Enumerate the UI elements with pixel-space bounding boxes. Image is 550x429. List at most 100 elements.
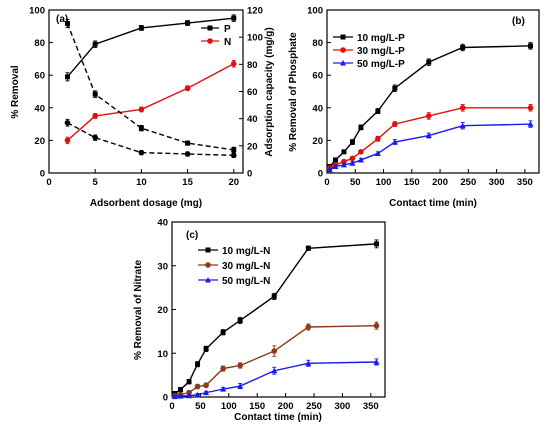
panel-a-legend: P N bbox=[201, 24, 231, 48]
x-tick-label: 0 bbox=[46, 177, 51, 188]
y-tick-label: 40 bbox=[312, 103, 323, 114]
panel-a-y-title: % Removal bbox=[10, 65, 21, 119]
y-tick-label: 40 bbox=[34, 103, 45, 114]
data-point-30-mg-l-p bbox=[459, 105, 466, 111]
y-tick-label: 80 bbox=[34, 38, 45, 49]
series-line-series-3 bbox=[66, 23, 234, 151]
y2-tick-label: 80 bbox=[247, 60, 258, 71]
panel-a-x-title: Adsorbent dosage (mg) bbox=[90, 198, 202, 209]
data-point-10-mg-l-p bbox=[392, 85, 398, 91]
data-point-50-mg-l-p bbox=[391, 139, 398, 145]
data-point-30-mg-l-n bbox=[186, 389, 192, 396]
data-point-10-mg-l-n bbox=[271, 293, 277, 299]
x-tick-label: 50 bbox=[350, 177, 361, 188]
legend-label-50n: 50 mg/L-N bbox=[222, 276, 270, 287]
data-point-50-mg-l-p bbox=[357, 156, 364, 163]
data-point-30-mg-l-p bbox=[375, 135, 381, 142]
data-point-10-mg-l-n bbox=[220, 329, 226, 335]
x-tick-label: 20 bbox=[228, 177, 239, 188]
data-point-50-mg-l-n bbox=[177, 393, 184, 399]
legend-label-50p: 50 mg/L-P bbox=[357, 59, 405, 70]
legend-marker-30p bbox=[340, 47, 346, 53]
data-point-series-3 bbox=[185, 140, 191, 146]
data-point-30-mg-l-n bbox=[305, 324, 312, 330]
panel-a-x-axis: 0 5 10 15 20 bbox=[46, 169, 239, 188]
data-point-50-mg-l-p bbox=[326, 166, 333, 173]
panel-a-label: (a) bbox=[56, 14, 68, 25]
y-tick-label: 100 bbox=[29, 6, 45, 17]
series-line-10-mg-l-n bbox=[174, 243, 377, 395]
data-point-30-mg-l-p bbox=[527, 105, 534, 111]
data-point-p bbox=[231, 15, 237, 21]
y-tick-label: 100 bbox=[307, 6, 323, 17]
data-point-10-mg-l-p bbox=[341, 149, 347, 155]
data-point-series-3 bbox=[92, 91, 98, 97]
legend-label-10p: 10 mg/L-P bbox=[357, 33, 405, 44]
panel-b-frame bbox=[326, 9, 540, 174]
data-point-p bbox=[138, 25, 144, 31]
y2-tick-label: 40 bbox=[247, 114, 258, 125]
y-tick-label: 0 bbox=[318, 169, 323, 180]
data-point-50-mg-l-p bbox=[340, 161, 347, 168]
data-point-50-mg-l-n bbox=[194, 391, 201, 398]
data-point-50-mg-l-p bbox=[349, 160, 356, 166]
legend-label-30n: 30 mg/L-N bbox=[222, 261, 270, 272]
data-point-30-mg-l-n bbox=[194, 383, 201, 390]
series-line-30-mg-l-n bbox=[174, 324, 377, 397]
data-point-n bbox=[92, 113, 98, 119]
data-point-30-mg-l-p bbox=[392, 121, 398, 127]
x-tick-label: 0 bbox=[324, 177, 329, 188]
x-tick-label: 15 bbox=[182, 177, 193, 188]
data-point-50-mg-l-p bbox=[527, 121, 534, 127]
data-point-series-4 bbox=[138, 149, 145, 156]
x-tick-label: 300 bbox=[334, 401, 350, 412]
y-tick-label: 80 bbox=[312, 38, 323, 49]
data-point-50-mg-l-n bbox=[373, 359, 380, 365]
y-tick-label: 10 bbox=[157, 349, 168, 360]
y2-tick-label: 100 bbox=[247, 33, 263, 44]
data-point-30-mg-l-n bbox=[203, 382, 209, 388]
data-point-30-mg-l-n bbox=[271, 348, 278, 354]
data-point-10-mg-l-n bbox=[186, 379, 192, 385]
legend-label-30p: 30 mg/L-P bbox=[357, 46, 405, 57]
panel-a-y2-title: Adsorption capacity (mg/g) bbox=[264, 27, 275, 156]
data-point-50-mg-l-n bbox=[203, 389, 210, 396]
data-point-50-mg-l-p bbox=[459, 122, 466, 129]
data-point-10-mg-l-p bbox=[358, 124, 364, 130]
x-tick-label: 300 bbox=[489, 177, 505, 188]
data-point-50-mg-l-p bbox=[425, 132, 432, 139]
x-tick-label: 200 bbox=[278, 401, 294, 412]
panel-b-label: (b) bbox=[512, 16, 525, 27]
series-line-10-mg-l-p bbox=[329, 45, 531, 167]
data-point-30-mg-l-n bbox=[373, 322, 380, 329]
data-point-30-mg-l-p bbox=[349, 155, 356, 162]
data-point-10-mg-l-n bbox=[305, 245, 311, 251]
data-point-10-mg-l-p bbox=[426, 59, 432, 65]
panel-a-y-axis: 0 20 40 60 80 100 bbox=[29, 6, 53, 180]
x-tick-label: 150 bbox=[404, 177, 420, 188]
data-point-n bbox=[64, 137, 71, 144]
data-point-10-mg-l-p bbox=[332, 157, 338, 163]
y-tick-label: 30 bbox=[157, 261, 168, 272]
data-point-50-mg-l-n bbox=[171, 393, 178, 400]
data-point-10-mg-l-n bbox=[178, 387, 184, 393]
series-line-50-mg-l-p bbox=[329, 123, 531, 171]
panel-c: 0 50 100 150 200 250 300 350 0 10 20 30 40 (c) 10 m… bbox=[133, 218, 386, 423]
legend-marker-30n bbox=[205, 262, 211, 268]
x-tick-label: 250 bbox=[460, 177, 476, 188]
data-point-50-mg-l-p bbox=[332, 163, 339, 169]
legend-marker-10n bbox=[205, 247, 211, 253]
y-tick-label: 40 bbox=[157, 218, 168, 229]
panel-c-x-axis: 0 50 100 150 200 250 300 350 bbox=[169, 393, 379, 412]
data-point-10-mg-l-p bbox=[528, 43, 534, 49]
data-point-10-mg-l-n bbox=[203, 346, 209, 352]
y2-tick-label: 20 bbox=[247, 141, 258, 152]
panel-b-y-title: % Removal of Phosphate bbox=[288, 32, 299, 152]
x-tick-label: 5 bbox=[93, 177, 99, 188]
data-point-50-mg-l-n bbox=[237, 383, 244, 389]
panel-c-plot-area bbox=[171, 239, 380, 400]
y-tick-label: 0 bbox=[40, 169, 45, 180]
panel-c-label: (c) bbox=[186, 230, 198, 241]
y2-tick-label: 0 bbox=[247, 169, 252, 180]
legend-label-10n: 10 mg/L-N bbox=[222, 246, 270, 257]
